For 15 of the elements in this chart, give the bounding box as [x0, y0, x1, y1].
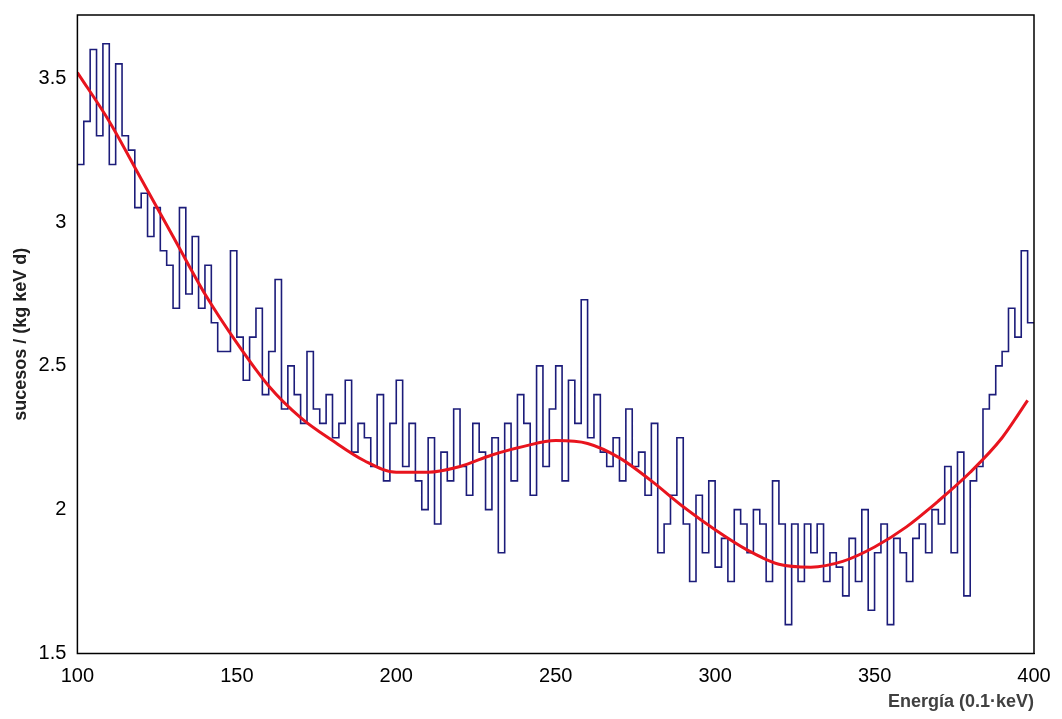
x-tick-label: 250 — [539, 663, 573, 686]
line-series — [77, 71, 1030, 569]
y-tick-label: 1.5 — [38, 640, 67, 663]
y-tick-label: 2.5 — [38, 353, 67, 376]
x-tick-label: 150 — [220, 663, 254, 686]
x-tick-label: 350 — [857, 663, 892, 686]
x-tick-label: 100 — [60, 663, 95, 686]
x-axis-title: Energía (0.1·keV) — [887, 691, 1034, 712]
x-tick-label: 300 — [698, 663, 732, 686]
y-tick-label: 3.5 — [38, 65, 67, 88]
y-axis-title: sucesos / (kg keV d) — [9, 247, 30, 421]
y-tick-label: 2 — [55, 497, 67, 520]
x-tick-label: 400 — [1017, 663, 1051, 686]
y-tick-label: 3 — [55, 209, 67, 232]
x-tick-label: 200 — [379, 663, 413, 686]
